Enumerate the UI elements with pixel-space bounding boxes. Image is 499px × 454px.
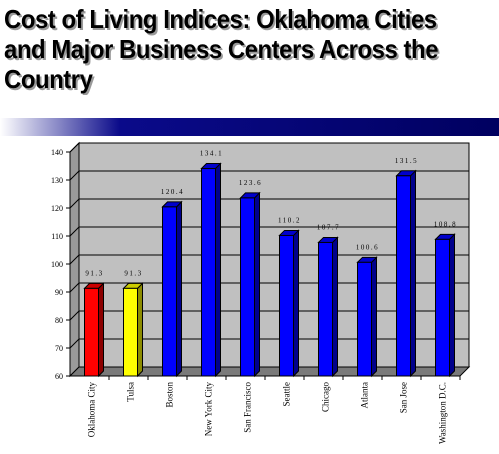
bar-front [84,287,99,377]
data-label: 108.8 [434,220,457,228]
bar-side [371,256,377,378]
bar-side [215,162,221,378]
bar-boston [161,200,183,378]
gridline [69,338,469,349]
bar-chicago [317,236,339,378]
y-tick-label: 70 [55,344,63,353]
data-label: 123.6 [239,179,262,187]
x-tick-label: New York City [204,382,214,437]
bar-front [396,175,411,377]
bar-side [449,233,455,378]
bar-seattle [278,229,300,378]
bar-new-york-city [200,162,222,378]
gridline [69,226,469,237]
bar-side [410,169,416,378]
y-tick-label: 90 [55,288,63,297]
title-divider [0,118,499,136]
data-label: 134.1 [200,150,223,158]
bar-front [435,238,450,377]
bar-chart: 60 70 80 90 100 110 120 130 140 91.3 91.3 120.4 134… [51,141,471,444]
bar-side [137,282,143,378]
gridline [69,310,469,321]
data-label: 91.3 [85,269,103,277]
y-tick-label: 60 [55,372,63,381]
bar-front [162,206,177,377]
x-tick-label: San Jose [399,382,409,413]
x-tick-label: Boston [165,382,175,408]
x-tick-label: Seattle [282,382,292,407]
data-label: 100.6 [356,243,379,251]
gridline [69,282,469,293]
bar-san-jose [395,169,417,378]
x-axis: Oklahoma City Tulsa Boston New York City San… [70,375,461,444]
y-tick-label: 80 [55,316,63,325]
y-tick-label: 140 [51,148,63,157]
data-label: 110.2 [278,216,301,224]
bar-front [279,234,294,377]
bar-side [176,200,182,378]
gridlines [69,142,469,349]
x-tick-label: Atlanta [360,382,370,409]
x-tick-label: Washington D.C. [438,382,448,444]
bar-front [123,287,138,377]
bar-front [357,261,372,377]
bar-san-francisco [239,191,261,378]
y-tick-label: 130 [51,176,63,185]
data-label: 107.7 [317,223,340,231]
bar-front [240,197,255,377]
bar-oklahoma-city [83,282,105,378]
y-tick-label: 120 [51,204,63,213]
bar-atlanta [356,256,378,378]
data-labels: 91.3 91.3 120.4 134.1 123.6 110.2 107.7 100.6 13… [85,150,457,278]
data-label: 131.5 [395,157,418,165]
gridline [69,170,469,181]
bar-washington-d-c- [434,233,456,378]
bar-side [293,229,299,378]
data-label: 120.4 [161,188,184,196]
bar-side [332,236,338,378]
y-tick-label: 100 [51,260,63,269]
x-tick-label: Chicago [321,382,331,412]
y-tick-label: 110 [51,232,63,241]
gridline [69,254,469,265]
chart-title: Cost of Living Indices: Oklahoma Cities … [4,4,439,94]
x-tick-label: Tulsa [126,382,136,402]
gridline [69,198,469,209]
bar-front [318,241,333,377]
y-axis: 60 70 80 90 100 110 120 130 140 [51,148,71,381]
bar-tulsa [122,282,144,378]
bar-side [254,191,260,378]
x-tick-label: San Francisco [243,382,253,433]
bar-front [201,168,216,377]
bar-side [98,282,104,378]
bars [83,162,456,378]
gridline [69,142,469,153]
x-tick-label: Oklahoma City [87,382,97,438]
data-label: 91.3 [124,269,142,277]
